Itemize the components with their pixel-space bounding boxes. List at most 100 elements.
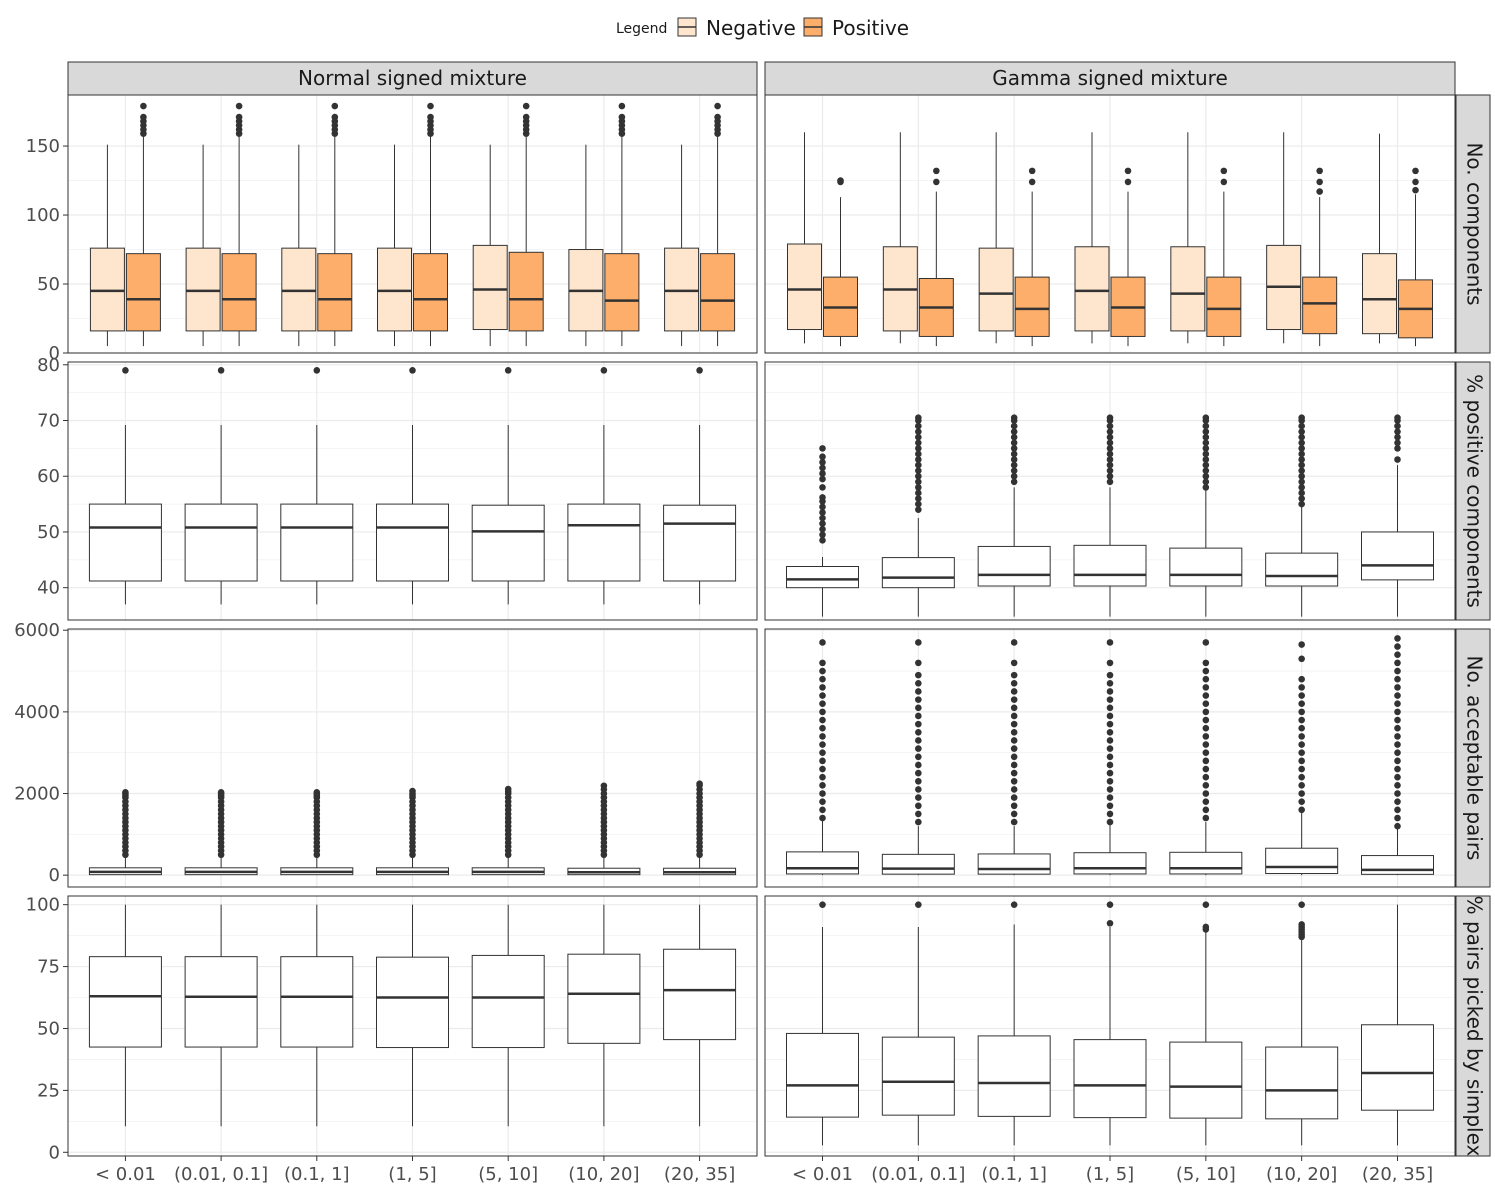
row-strip-label-positive-components: % positive components: [1463, 374, 1487, 608]
box-iqr: [977, 853, 1051, 875]
outlier-point: [1394, 635, 1401, 642]
outlier-point: [1010, 818, 1018, 826]
y-tick-label: 150: [26, 136, 60, 157]
y-tick-label: 75: [37, 957, 60, 978]
outlier-point: [1202, 450, 1210, 458]
outlier-point: [1106, 802, 1114, 810]
outlier-point: [1202, 675, 1210, 683]
outlier-point: [1298, 472, 1305, 480]
box-iqr: [786, 1032, 859, 1118]
outlier-point: [819, 470, 826, 477]
panel-pairs-picked-by-simplex-gamma-signed-mixture: [764, 895, 1456, 1157]
box-5-10: [1169, 414, 1243, 617]
outlier-point: [915, 712, 922, 720]
box-iqr: [881, 853, 955, 875]
outlier-point: [1010, 659, 1018, 667]
outlier-point: [1298, 806, 1305, 814]
outlier-point: [819, 782, 826, 789]
outlier-point: [1394, 414, 1401, 422]
box-iqr: [567, 503, 641, 582]
outlier-point: [1106, 901, 1114, 908]
outlier-point: [1394, 433, 1401, 441]
box-iqr: [567, 953, 641, 1044]
box-iqr: [184, 956, 258, 1048]
outlier-point: [933, 167, 940, 175]
outlier-point: [819, 773, 826, 781]
outlier-point: [1106, 761, 1114, 769]
box-10-20: [1265, 414, 1339, 617]
outlier-point: [1010, 753, 1018, 761]
outlier-point: [819, 525, 826, 533]
panel-border: [67, 628, 758, 888]
box-0-1-1: [977, 901, 1051, 1146]
box-iqr: [281, 247, 317, 332]
box-iqr: [1169, 1041, 1243, 1119]
box-iqr: [1206, 276, 1242, 337]
x-tick-label-10-20: (10, 20]: [568, 1164, 639, 1185]
outlier-point: [915, 720, 922, 728]
negative-box-5-10: [472, 144, 508, 347]
outlier-point: [409, 787, 416, 795]
outlier-point: [1010, 422, 1018, 430]
outlier-point: [1394, 667, 1401, 675]
outlier-point: [1298, 773, 1305, 781]
positive-box-0-1-1: [1014, 167, 1050, 347]
outlier-point: [1298, 456, 1305, 463]
outlier-point: [1010, 467, 1018, 474]
outlier-point: [1010, 450, 1018, 458]
outlier-point: [1298, 461, 1305, 469]
negative-box-5-10: [1170, 132, 1206, 344]
box-iqr: [1014, 276, 1050, 337]
outlier-point: [714, 113, 721, 121]
outlier-point: [819, 814, 826, 822]
box-iqr: [1361, 855, 1434, 875]
outlier-point: [819, 684, 826, 691]
negative-box-1-5: [1074, 132, 1110, 344]
box-10-20: [1265, 901, 1339, 1146]
positive-box-20-35: [700, 102, 736, 347]
box-iqr: [1265, 552, 1339, 587]
box-iqr: [88, 503, 162, 582]
outlier-point: [1298, 921, 1305, 928]
outlier-point: [1010, 472, 1018, 480]
outlier-point: [1298, 790, 1305, 797]
outlier-point: [915, 728, 922, 736]
outlier-point: [1298, 733, 1305, 740]
outlier-point: [1298, 484, 1305, 491]
box-iqr: [184, 503, 258, 582]
outlier-point: [1298, 489, 1305, 497]
outlier-point: [1394, 659, 1401, 667]
outlier-point: [915, 506, 922, 513]
box-0-1-1: [280, 788, 354, 876]
box-iqr: [185, 247, 221, 332]
box-1-5: [376, 367, 449, 605]
box-5-10: [471, 904, 545, 1127]
positive-box-1-5: [413, 102, 448, 347]
outlier-point: [1106, 818, 1114, 826]
panel-border: [764, 361, 1456, 621]
positive-box-0-01-0-1: [918, 167, 954, 347]
row-strip-no-acceptable-pairs: No. acceptable pairs: [1455, 628, 1491, 888]
outlier-point: [1202, 659, 1210, 667]
outlier-point: [1298, 692, 1305, 699]
outlier-point: [915, 671, 922, 679]
outlier-point: [1202, 692, 1210, 699]
outlier-point: [1298, 467, 1305, 474]
outlier-point: [1010, 461, 1018, 469]
outlier-point: [1394, 716, 1401, 724]
outlier-point: [1010, 704, 1018, 712]
outlier-point: [1106, 478, 1114, 486]
box-iqr: [881, 1036, 955, 1116]
outlier-point: [1028, 167, 1036, 175]
outlier-point: [819, 453, 826, 461]
box-iqr: [663, 504, 737, 582]
outlier-point: [1010, 428, 1018, 435]
negative-box-0-01-0-1: [185, 144, 221, 347]
panel-border: [764, 628, 1456, 888]
box-iqr: [280, 503, 354, 582]
x-tick-label-5-10: (5, 10]: [1176, 1164, 1236, 1185]
outlier-point: [1106, 472, 1114, 480]
outlier-point: [915, 704, 922, 712]
outlier-point: [915, 500, 922, 508]
box-iqr: [376, 956, 449, 1049]
